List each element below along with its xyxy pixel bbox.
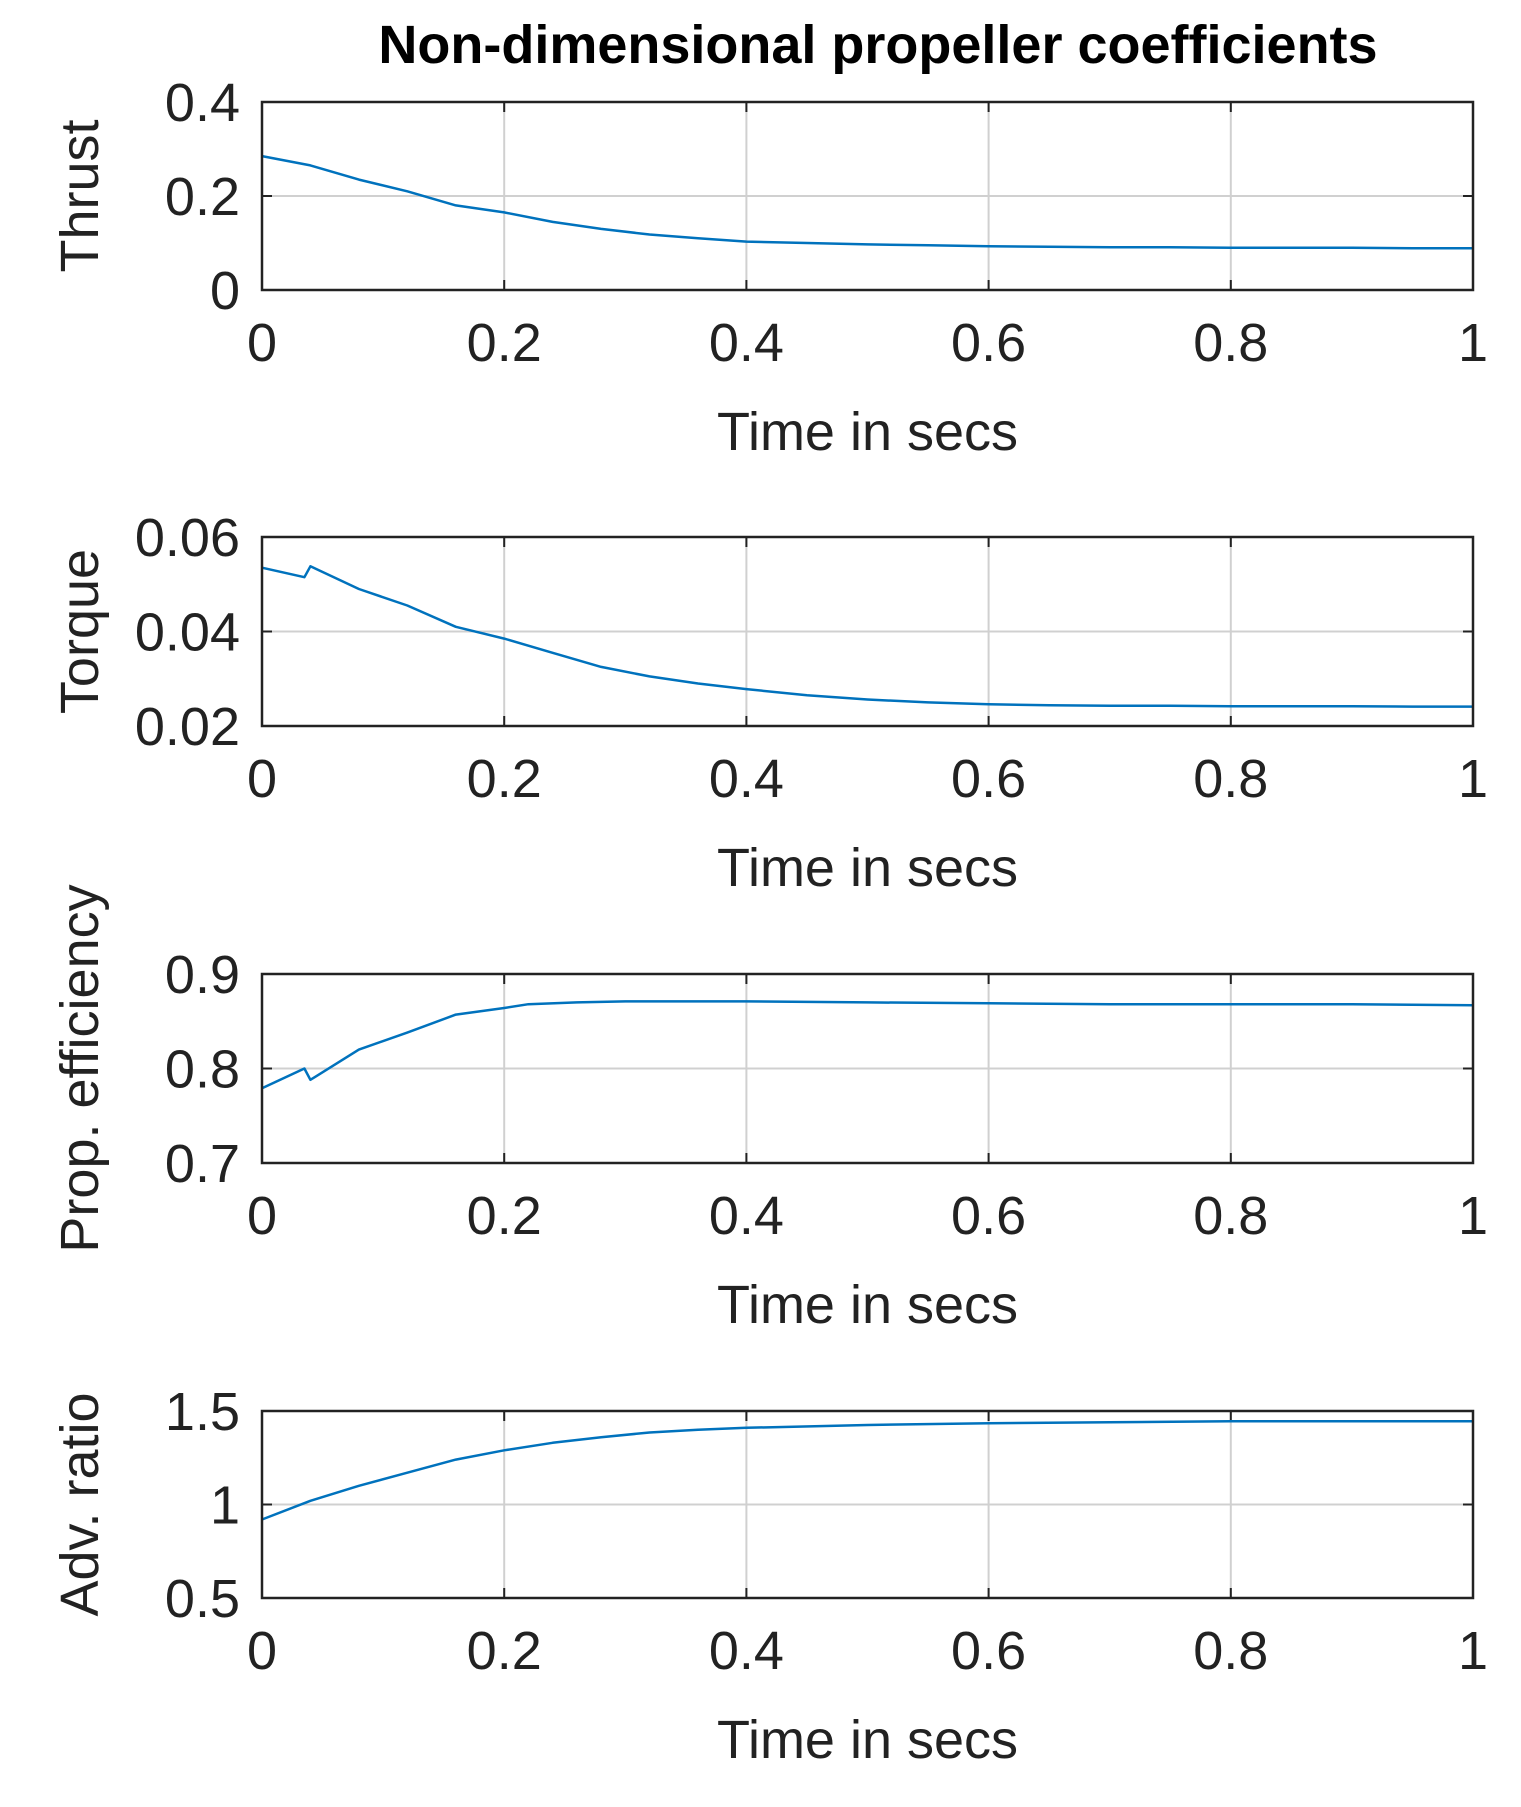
y-tick-label: 0.2	[165, 167, 240, 227]
x-tick-label: 0.6	[951, 749, 1026, 809]
figure-title: Non-dimensional propeller coefficients	[378, 15, 1377, 75]
subplot-4: 0 0.2 0.4 0.6 0.8 1 0.5 1 1.5 Time in secs Adv. ra…	[50, 1382, 1488, 1770]
y-tick-label: 0.9	[165, 945, 240, 1005]
y-tick-label: 0.04	[135, 603, 240, 663]
x-tick-label: 0.2	[467, 1621, 542, 1681]
y-tick-label: 0	[210, 261, 240, 321]
axes-frame	[260, 535, 1475, 728]
y-tick-label: 1	[210, 1476, 240, 1536]
x-tick-label: 1	[1458, 1621, 1488, 1681]
x-tick-label: 0	[247, 313, 277, 373]
x-axis-label: Time in secs	[717, 1275, 1018, 1335]
axes-frame	[260, 1409, 1475, 1600]
x-tick-label: 0.4	[709, 313, 784, 373]
y-tick-label: 1.5	[165, 1382, 240, 1442]
x-tick-label: 0.6	[951, 1186, 1026, 1246]
y-tick-label: 0.02	[135, 697, 240, 757]
x-axis-label: Time in secs	[717, 402, 1018, 462]
x-tick-label: 0.4	[709, 749, 784, 809]
y-tick-label: 0.8	[165, 1040, 240, 1100]
series-line-prop-efficiency	[261, 1000, 1474, 1090]
x-tick-label: 0.4	[709, 1621, 784, 1681]
y-axis-label: Adv. ratio	[50, 1392, 110, 1616]
y-tick-label: 0.5	[165, 1569, 240, 1629]
series-line-torque	[261, 565, 1473, 708]
x-tick-label: 0.2	[467, 1186, 542, 1246]
x-tick-label: 0.8	[1193, 313, 1268, 373]
subplot-3: 0 0.2 0.4 0.6 0.8 1 0.7 0.8 0.9 Time in secs Prop.…	[50, 884, 1488, 1335]
x-tick-label: 0.8	[1193, 749, 1268, 809]
x-tick-label: 0.4	[709, 1186, 784, 1246]
x-tick-label: 0.2	[467, 313, 542, 373]
x-tick-label: 1	[1458, 749, 1488, 809]
y-tick-label: 0.7	[165, 1134, 240, 1194]
y-axis-label: Prop. efficiency	[50, 884, 110, 1252]
y-axis-label: Thrust	[50, 119, 110, 272]
x-tick-label: 0	[247, 749, 277, 809]
x-tick-label: 0.6	[951, 1621, 1026, 1681]
x-tick-label: 0.2	[467, 749, 542, 809]
x-tick-label: 0.6	[951, 313, 1026, 373]
x-tick-label: 0	[247, 1621, 277, 1681]
axes-frame	[260, 100, 1475, 292]
subplot-1: 0 0.2 0.4 0.6 0.8 1 0 0.2 0.4 Time in secs Thrust	[50, 73, 1488, 462]
x-tick-label: 0	[247, 1186, 277, 1246]
y-tick-label: 0.4	[165, 73, 240, 133]
series-line-adv-ratio	[261, 1420, 1473, 1521]
x-tick-label: 1	[1458, 313, 1488, 373]
x-tick-label: 1	[1458, 1186, 1488, 1246]
series-line-thrust	[261, 154, 1473, 250]
y-axis-label: Torque	[50, 549, 110, 714]
y-tick-label: 0.06	[135, 508, 240, 568]
x-axis-label: Time in secs	[717, 1710, 1018, 1770]
subplot-2: 0 0.2 0.4 0.6 0.8 1 0.02 0.04 0.06 Time in secs To…	[50, 508, 1488, 898]
x-tick-label: 0.8	[1193, 1186, 1268, 1246]
x-tick-label: 0.8	[1193, 1621, 1268, 1681]
x-axis-label: Time in secs	[717, 838, 1018, 898]
axes-frame	[260, 972, 1475, 1165]
